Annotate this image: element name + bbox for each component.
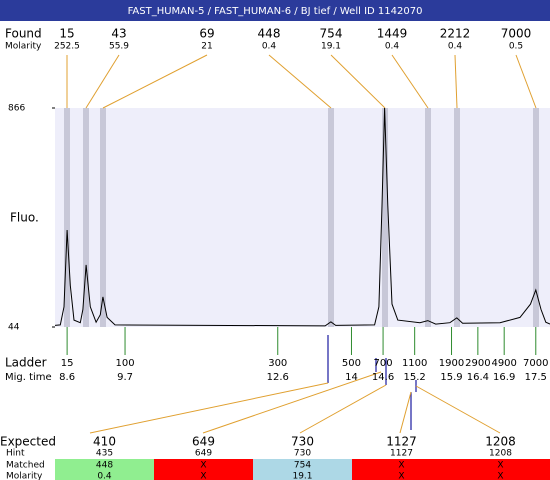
- found-molarity: 0.4: [448, 42, 463, 52]
- found-molarity: 0.4: [385, 42, 400, 52]
- row-label: Molarity: [6, 472, 43, 480]
- match-cell: [352, 459, 451, 480]
- cell-expected: 1208: [485, 435, 516, 449]
- cell-molarity: 0.4: [97, 472, 112, 480]
- found-size: 754: [320, 27, 343, 41]
- ladder-time: 15.2: [404, 372, 426, 383]
- ladder-time: 17.5: [525, 372, 547, 383]
- row-label: Hint: [6, 449, 25, 459]
- ladder-size: 500: [342, 358, 361, 369]
- peak-band: [328, 108, 334, 327]
- cell-expected: 410: [93, 435, 116, 449]
- ladder-time: 12.6: [267, 372, 289, 383]
- ladder-size: 2900: [465, 358, 490, 369]
- cell-matched: X: [398, 461, 404, 471]
- ladder-size: 300: [268, 358, 287, 369]
- peak-leader: [268, 54, 332, 109]
- expected-leaders: [89, 371, 501, 434]
- ladder-size: 1900: [439, 358, 464, 369]
- row-label: Matched: [6, 461, 45, 471]
- ladder-time: 14.6: [372, 372, 394, 383]
- ladder-time: 16.9: [493, 372, 515, 383]
- cell-hint: 1127: [390, 449, 413, 459]
- peak-band: [100, 108, 106, 327]
- cell-expected: 649: [192, 435, 215, 449]
- peak-leader: [85, 54, 120, 109]
- found-molarity: 55.9: [109, 42, 129, 52]
- title-bar: [0, 0, 550, 21]
- cell-matched: 754: [294, 461, 311, 471]
- found-molarity: 252.5: [54, 42, 80, 52]
- peak-leader: [330, 54, 386, 109]
- title: FAST_HUMAN-5 / FAST_HUMAN-6 / BJ tief / …: [128, 6, 423, 17]
- cell-matched: 448: [96, 461, 113, 471]
- cell-hint: 435: [96, 449, 113, 459]
- mig-time-label: Mig. time: [5, 372, 52, 383]
- cell-hint: 730: [294, 449, 311, 459]
- y-axis-label: Fluo.: [10, 211, 39, 225]
- cell-hint: 1208: [489, 449, 512, 459]
- found-molarity: 19.1: [321, 42, 341, 52]
- match-cell: [451, 459, 550, 480]
- cell-matched: X: [497, 461, 503, 471]
- ladder-size: 4900: [491, 358, 516, 369]
- peak-band: [533, 108, 539, 327]
- found-size: 15: [59, 27, 74, 41]
- row-label: Expected: [0, 435, 56, 449]
- ladder-size: 7000: [523, 358, 548, 369]
- cell-molarity: X: [398, 472, 404, 480]
- ladder-label: Ladder: [5, 356, 47, 370]
- ladder-time: 15.9: [440, 372, 462, 383]
- match-cell: [253, 459, 352, 480]
- plot-area: [55, 108, 550, 327]
- ladder-time: 14: [345, 372, 358, 383]
- molarity-label: Molarity: [5, 42, 42, 52]
- trace: [54, 107, 550, 327]
- found-size: 1449: [377, 27, 408, 41]
- ladder-time: 9.7: [117, 372, 133, 383]
- found-size: 69: [199, 27, 214, 41]
- found-size: 2212: [440, 27, 471, 41]
- peak-leader: [454, 54, 458, 109]
- peak-band: [64, 108, 70, 327]
- ladder-size: 100: [115, 358, 134, 369]
- cell-matched: X: [200, 461, 206, 471]
- found-label: Found: [5, 27, 42, 41]
- found-size: 448: [258, 27, 281, 41]
- y-tick-label: 866: [8, 104, 25, 114]
- ladder-time: 16.4: [467, 372, 489, 383]
- found-size: 7000: [501, 27, 532, 41]
- match-cell: [55, 459, 154, 480]
- cell-molarity: X: [200, 472, 206, 480]
- found-molarity: 0.4: [262, 42, 277, 52]
- ladder-time: 8.6: [59, 372, 75, 383]
- peak-band: [382, 108, 388, 327]
- cell-expected: 730: [291, 435, 314, 449]
- peak-band: [83, 108, 89, 327]
- ladder-size: 700: [374, 358, 393, 369]
- match-cell: [154, 459, 253, 480]
- peak-band: [454, 108, 460, 327]
- found-molarity: 21: [201, 42, 212, 52]
- cell-molarity: X: [497, 472, 503, 480]
- found-molarity: 0.5: [509, 42, 523, 52]
- ladder-size: 1100: [402, 358, 427, 369]
- found-size: 43: [111, 27, 126, 41]
- cell-molarity: 19.1: [292, 472, 312, 480]
- cell-expected: 1127: [386, 435, 417, 449]
- cell-hint: 649: [195, 449, 212, 459]
- peak-leader: [515, 54, 537, 109]
- ladder-size: 15: [61, 358, 74, 369]
- y-tick-label: 44: [8, 323, 20, 333]
- peak-band: [425, 108, 431, 327]
- peak-leader: [391, 54, 429, 109]
- peak-leader: [102, 54, 208, 109]
